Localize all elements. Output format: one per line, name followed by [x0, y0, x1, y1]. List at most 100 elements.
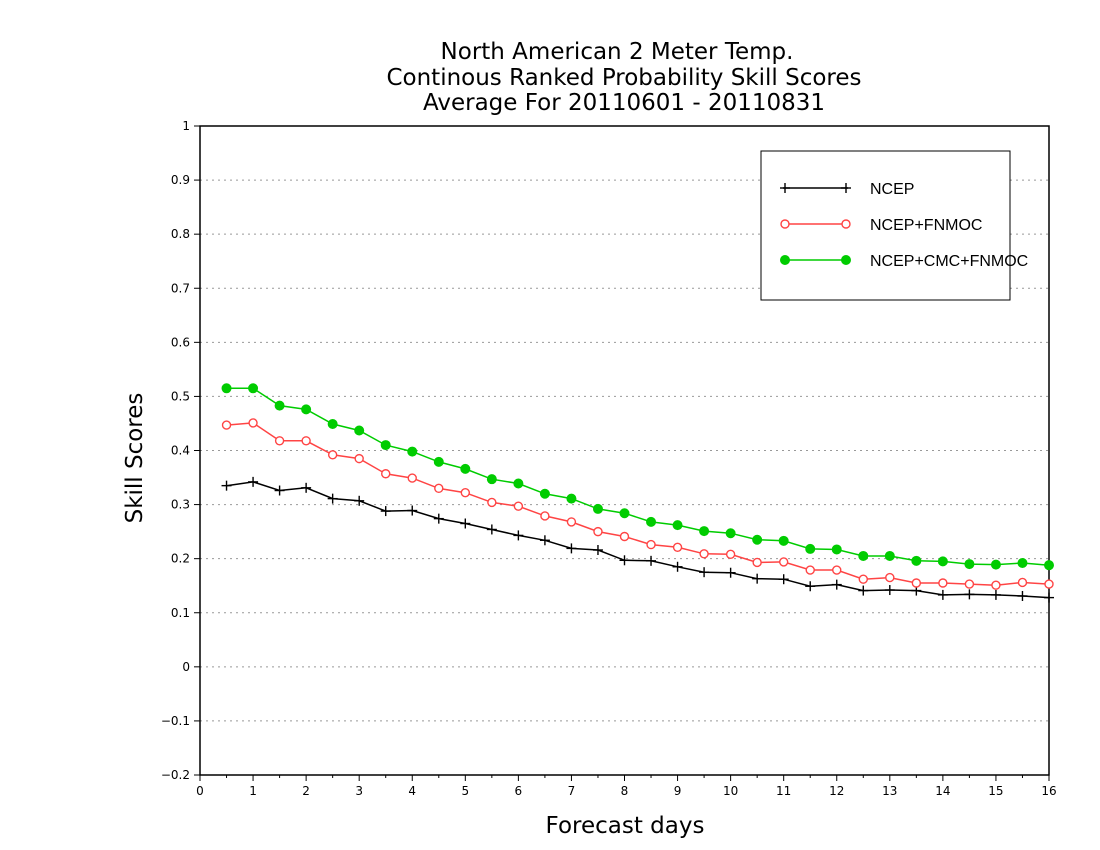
- data-point: [248, 476, 259, 487]
- data-point: [407, 505, 418, 516]
- data-point: [646, 555, 657, 566]
- data-point: [381, 469, 391, 479]
- data-point: [858, 550, 869, 561]
- legend-label: NCEP+CMC+FNMOC: [870, 253, 1028, 270]
- x-tick-label: 6: [515, 784, 523, 798]
- data-point: [433, 456, 444, 467]
- data-point: [248, 383, 259, 394]
- x-tick-label: 8: [621, 784, 629, 798]
- data-point: [752, 534, 763, 545]
- legend: [760, 150, 1011, 301]
- data-point: [487, 497, 497, 508]
- data-point: [566, 517, 577, 527]
- data-point: [619, 531, 630, 542]
- y-tick-label: 1: [182, 119, 190, 133]
- data-point: [805, 565, 815, 575]
- data-point: [301, 436, 311, 446]
- data-point: [407, 446, 418, 457]
- data-point: [832, 565, 842, 575]
- data-point: [672, 542, 683, 553]
- data-point: [884, 585, 895, 596]
- y-tick-label: 0.9: [171, 173, 190, 187]
- x-tick-label: 12: [829, 784, 844, 798]
- data-point: [778, 574, 789, 585]
- series-lines: [221, 383, 1054, 603]
- data-point: [354, 495, 365, 506]
- data-point: [964, 579, 975, 589]
- data-point: [460, 487, 471, 498]
- data-point: [513, 501, 524, 511]
- legend-entry: NCEP: [780, 181, 914, 198]
- series-ncep: [221, 476, 1054, 603]
- x-tick-label: 7: [568, 784, 576, 798]
- data-point: [566, 493, 577, 504]
- series-line: [226, 481, 1050, 599]
- y-tick-label: 0.7: [171, 281, 190, 295]
- series-ncep-cmc-fnmoc: [221, 383, 1054, 571]
- series-ncep-fnmoc: [221, 418, 1054, 590]
- data-point: [805, 543, 816, 554]
- data-point: [433, 513, 444, 524]
- data-point: [274, 436, 285, 446]
- y-tick-label: 0.6: [171, 335, 190, 349]
- data-point: [884, 550, 895, 561]
- axes: −0.2−0.100.10.20.30.40.50.60.70.80.910 1 2…: [161, 119, 1057, 798]
- x-tick-label: 13: [882, 784, 897, 798]
- y-tick-label: 0.5: [171, 389, 190, 403]
- data-point: [1017, 577, 1028, 588]
- data-point: [990, 589, 1001, 600]
- data-point: [327, 493, 338, 504]
- x-axis-label: Forecast days: [546, 813, 705, 839]
- data-point: [327, 418, 338, 429]
- data-point: [380, 506, 391, 517]
- legend-entry: NCEP+CMC+FNMOC: [780, 253, 1028, 270]
- data-point: [1044, 592, 1054, 603]
- data-point: [619, 508, 630, 519]
- data-point: [592, 503, 603, 514]
- chart-title-line-3: Average For 20110601 - 20110831: [423, 90, 825, 116]
- data-point: [1044, 579, 1054, 589]
- data-point: [938, 578, 948, 588]
- data-point: [221, 420, 232, 430]
- data-point: [460, 518, 471, 529]
- data-point: [831, 544, 842, 555]
- data-point: [858, 574, 868, 584]
- data-point: [937, 589, 948, 600]
- x-tick-label: 9: [674, 784, 682, 798]
- data-point: [646, 516, 657, 527]
- data-point: [248, 418, 258, 428]
- x-tick-label: 3: [355, 784, 363, 798]
- x-tick-label: 5: [461, 784, 469, 798]
- data-point: [699, 526, 710, 537]
- x-tick-label: 1: [249, 784, 257, 798]
- data-point: [911, 555, 922, 566]
- data-point: [354, 453, 364, 464]
- data-point: [380, 440, 391, 451]
- legend-entries: NCEP NCEP+FNMOC NCEP+CMC+FNMOC: [780, 181, 1028, 270]
- y-axis-label: Skill Scores: [122, 393, 148, 524]
- data-point: [672, 520, 683, 531]
- x-tick-label: 0: [196, 784, 204, 798]
- x-tick-label: 14: [935, 784, 950, 798]
- data-point: [221, 480, 232, 491]
- data-point: [540, 511, 550, 521]
- data-point: [831, 579, 842, 590]
- data-point: [592, 545, 603, 556]
- data-point: [964, 559, 975, 570]
- legend-marker: [780, 183, 790, 193]
- legend-label: NCEP+FNMOC: [870, 217, 982, 234]
- data-point: [937, 556, 948, 567]
- data-point: [752, 573, 763, 584]
- data-point: [752, 557, 762, 568]
- y-tick-label: 0: [182, 660, 190, 674]
- data-point: [513, 478, 524, 489]
- y-tick-label: 0.4: [171, 444, 190, 458]
- data-point: [566, 543, 577, 554]
- series-line: [226, 387, 1050, 566]
- data-point: [486, 524, 497, 535]
- data-point: [539, 535, 550, 546]
- data-point: [699, 549, 709, 559]
- data-point: [646, 539, 656, 550]
- data-point: [327, 450, 338, 460]
